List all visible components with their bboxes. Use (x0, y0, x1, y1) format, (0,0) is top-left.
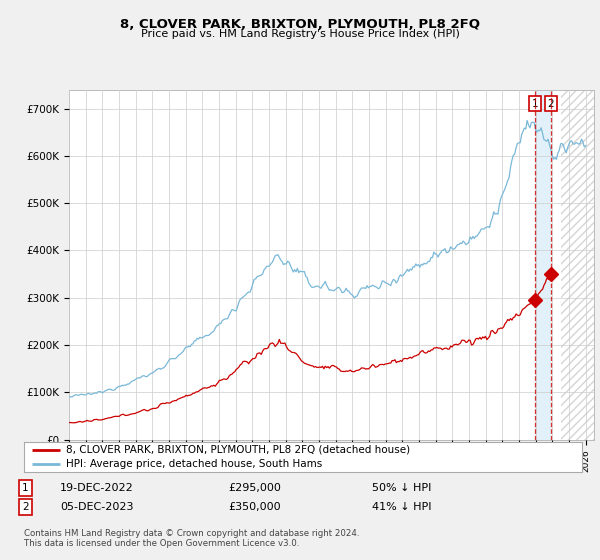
Text: £350,000: £350,000 (228, 502, 281, 512)
Text: 8, CLOVER PARK, BRIXTON, PLYMOUTH, PL8 2FQ (detached house): 8, CLOVER PARK, BRIXTON, PLYMOUTH, PL8 2… (66, 445, 410, 455)
Text: 2: 2 (548, 99, 554, 109)
Bar (535, 90, 551, 440)
Bar (560, 90, 594, 440)
Text: 1: 1 (22, 483, 29, 493)
Text: 8, CLOVER PARK, BRIXTON, PLYMOUTH, PL8 2FQ: 8, CLOVER PARK, BRIXTON, PLYMOUTH, PL8 2… (120, 18, 480, 31)
Text: 2: 2 (22, 502, 29, 512)
Text: 19-DEC-2022: 19-DEC-2022 (60, 483, 134, 493)
Text: Price paid vs. HM Land Registry's House Price Index (HPI): Price paid vs. HM Land Registry's House … (140, 29, 460, 39)
Text: 1: 1 (532, 99, 538, 109)
Text: 41% ↓ HPI: 41% ↓ HPI (372, 502, 431, 512)
Text: 50% ↓ HPI: 50% ↓ HPI (372, 483, 431, 493)
Text: This data is licensed under the Open Government Licence v3.0.: This data is licensed under the Open Gov… (24, 539, 299, 548)
Text: 05-DEC-2023: 05-DEC-2023 (60, 502, 133, 512)
Text: £295,000: £295,000 (228, 483, 281, 493)
Text: Contains HM Land Registry data © Crown copyright and database right 2024.: Contains HM Land Registry data © Crown c… (24, 529, 359, 538)
Text: HPI: Average price, detached house, South Hams: HPI: Average price, detached house, Sout… (66, 459, 322, 469)
